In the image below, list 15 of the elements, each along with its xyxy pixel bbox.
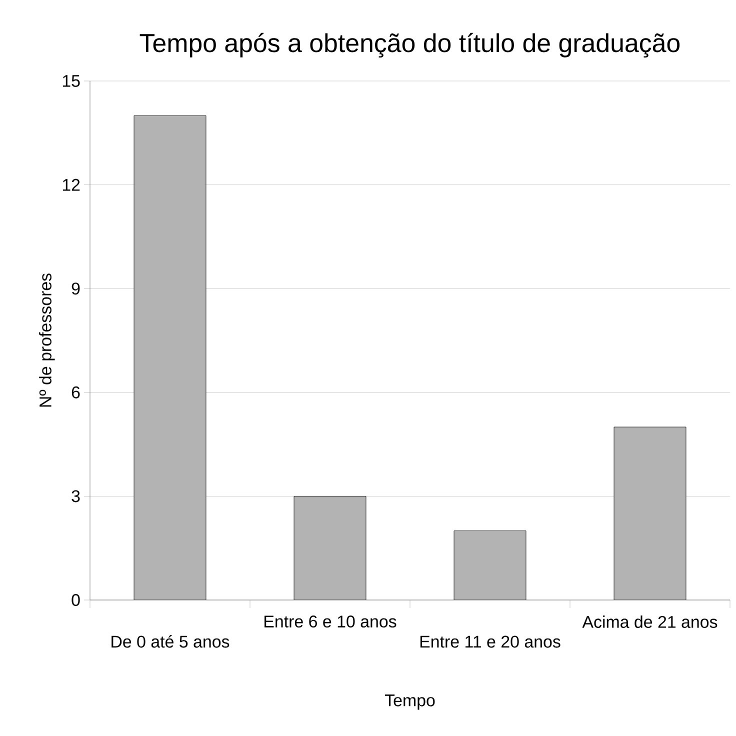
chart-title: Tempo após a obtenção do título de graduação [140,32,680,58]
x-axis-title: Tempo [384,694,435,710]
x-tick-label: De 0 até 5 anos [112,635,230,648]
bar [454,530,526,600]
y-tick-label: 12 [62,178,80,191]
y-tick-label: 0 [72,594,80,606]
y-tick-label: 3 [72,490,80,502]
x-tick-label: Entre 6 e 10 anos [264,616,396,628]
y-tick-label: 15 [62,75,80,87]
bar [294,496,366,600]
x-tick-label: Acima de 21 anos [582,616,718,628]
y-tick-label: 6 [72,386,80,398]
x-tick-label: Entre 11 e 20 anos [420,636,560,648]
y-axis-title: Nº de professores [39,274,55,407]
y-tick-label: 9 [72,282,80,295]
